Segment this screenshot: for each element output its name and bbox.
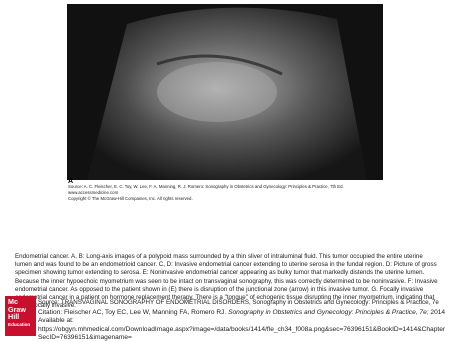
figure-url: www.accessmedicine.com [68, 190, 119, 195]
logo-word: Mc [8, 297, 18, 306]
logo-word: Hill [8, 312, 20, 322]
ultrasound-image [67, 4, 383, 180]
citation-link[interactable]: https://obgyn.mhmedical.com/DownloadImag… [38, 325, 446, 342]
panel-label: A [68, 178, 74, 185]
source-line: Source: TRANSVAGINAL SONOGRAPHY OF ENDOM… [38, 299, 439, 306]
caption: Endometrial cancer. A, B: Long-axis imag… [15, 253, 438, 310]
figure-copyright: Copyright © The McGraw-Hill Companies, I… [68, 196, 193, 201]
logo-word: Education [8, 321, 31, 327]
logo-word: Graw [8, 304, 26, 314]
figure-source: Source: A. C. Fleischer, E. C. Toy, W. L… [68, 184, 344, 189]
citation-available: Available at: [38, 317, 74, 325]
citation-book: Sonography in Obstetrics and Gynecology:… [228, 309, 429, 316]
logo: Mc Graw Hill Education [5, 296, 36, 336]
citation-year: 2014 [430, 309, 446, 316]
citation-authors: Citation: Fleischer AC, Toy EC, Lee W, M… [38, 309, 227, 316]
citation: Citation: Fleischer AC, Toy EC, Lee W, M… [38, 309, 448, 342]
figure: A [64, 4, 386, 206]
